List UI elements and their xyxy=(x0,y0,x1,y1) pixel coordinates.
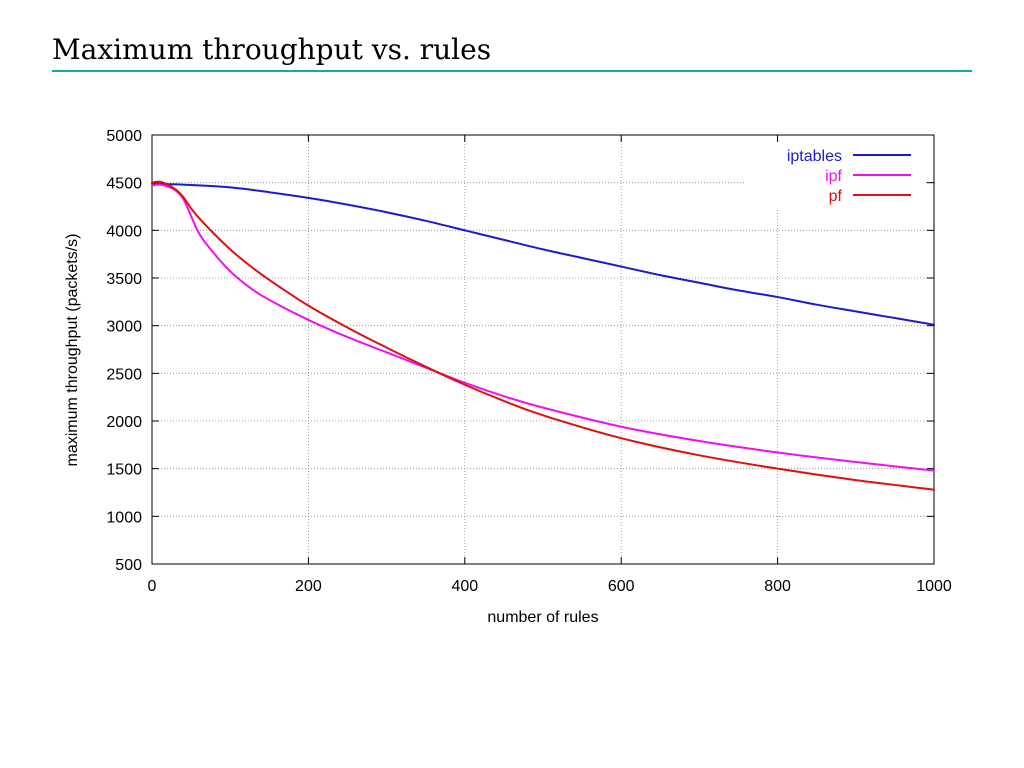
legend-label-ipf: ipf xyxy=(825,168,842,185)
y-tick-label: 3500 xyxy=(106,271,142,288)
tick-labels: 500 1000 1500 2000 2500 3000 3500 4000 4500 5000 0… xyxy=(106,128,951,595)
y-tick-label: 1500 xyxy=(106,462,142,479)
series-line-ipf xyxy=(151,183,935,472)
series-line-pf xyxy=(151,180,935,491)
y-tick-label: 4000 xyxy=(106,223,142,240)
series-lines xyxy=(151,180,935,491)
series-line-iptables xyxy=(151,182,935,326)
y-tick-label: 2500 xyxy=(106,366,142,383)
x-tick-label: 200 xyxy=(295,578,322,595)
legend-label-pf: pf xyxy=(829,188,843,205)
plot-frame xyxy=(151,134,935,565)
x-axis-label: number of rules xyxy=(487,609,598,626)
x-tick-label: 400 xyxy=(451,578,478,595)
x-tick-label: 0 xyxy=(148,578,157,595)
x-tick-label: 1000 xyxy=(916,578,952,595)
slide-title: Maximum throughput vs. rules xyxy=(52,33,492,66)
y-tick-label: 500 xyxy=(115,557,142,574)
x-tick-label: 800 xyxy=(764,578,791,595)
y-tick-label: 5000 xyxy=(106,128,142,145)
x-tick-label: 600 xyxy=(608,578,635,595)
y-axis-label: maximum throughput (packets/s) xyxy=(64,234,81,467)
y-tick-label: 3000 xyxy=(106,319,142,336)
title-underline xyxy=(52,70,972,72)
y-tick-label: 1000 xyxy=(106,509,142,526)
legend: iptables ipf pf xyxy=(745,142,925,210)
y-tick-label: 2000 xyxy=(106,414,142,431)
legend-label-iptables: iptables xyxy=(787,148,842,165)
y-tick-label: 4500 xyxy=(106,176,142,193)
